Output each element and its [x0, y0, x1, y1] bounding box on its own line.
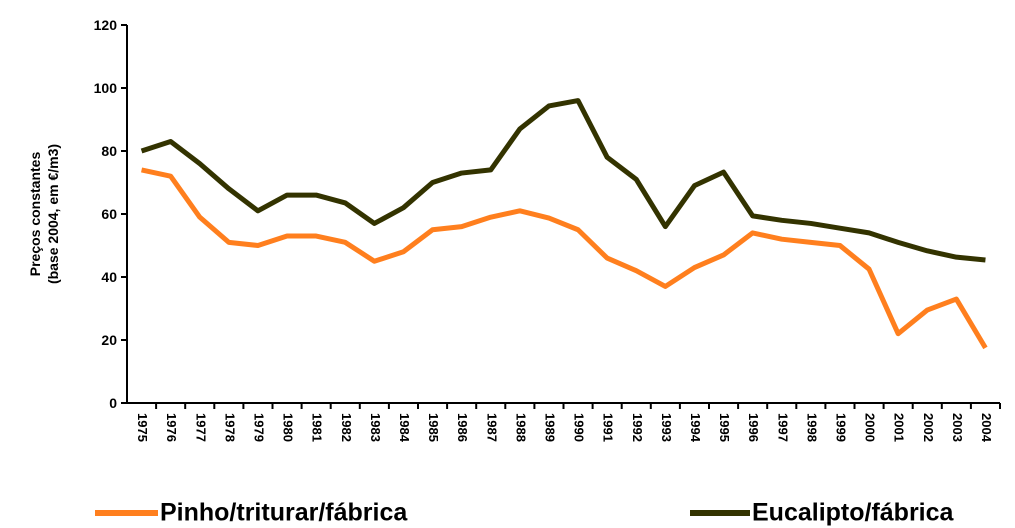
x-tick-label: 1985 — [426, 413, 441, 442]
x-tick-label: 2001 — [892, 413, 907, 442]
line-series — [140, 98, 986, 263]
x-tick-label: 1987 — [484, 413, 499, 442]
x-tick-label: 1982 — [339, 413, 354, 442]
x-tick-label: 1978 — [222, 413, 237, 442]
x-tick-label: 2000 — [863, 413, 878, 442]
x-tick-label: 1979 — [252, 413, 267, 442]
y-tick-label: 120 — [94, 17, 118, 33]
line-series — [141, 167, 988, 350]
legend-label: Eucalipto/fábrica — [752, 499, 955, 527]
x-tick-label: 2002 — [921, 413, 936, 442]
y-tick-label: 20 — [101, 332, 117, 348]
x-tick-label: 1988 — [513, 413, 528, 442]
x-tick-label: 1997 — [775, 413, 790, 442]
x-tick-label: 1999 — [834, 413, 849, 442]
x-tick-label: 1975 — [135, 413, 150, 442]
x-tick-label: 1984 — [397, 413, 412, 443]
x-tick-label: 1989 — [543, 413, 558, 442]
x-tick-label: 1996 — [746, 413, 761, 442]
x-tick-label: 1980 — [281, 413, 296, 442]
y-tick-label: 100 — [94, 80, 118, 96]
x-tick-label: 1976 — [164, 413, 179, 442]
legend-label: Pinho/triturar/fábrica — [160, 499, 408, 527]
y-tick-label: 40 — [101, 269, 117, 285]
y-axis-label: Preços constantes — [27, 152, 43, 277]
x-tick-label: 1983 — [368, 413, 383, 442]
x-tick-label: 1990 — [572, 413, 587, 442]
x-tick-label: 2003 — [950, 413, 965, 442]
x-tick-label: 1993 — [659, 413, 674, 442]
x-tick-label: 1986 — [455, 413, 470, 442]
x-tick-label: 2004 — [979, 413, 994, 443]
y-tick-label: 80 — [101, 143, 117, 159]
y-tick-label: 60 — [101, 206, 117, 222]
x-tick-label: 1981 — [310, 413, 325, 442]
x-tick-label: 1992 — [630, 413, 645, 442]
x-tick-label: 1994 — [688, 413, 703, 443]
x-tick-label: 1995 — [717, 413, 732, 442]
x-tick-label: 1991 — [601, 413, 616, 442]
x-tick-label: 1977 — [193, 413, 208, 442]
y-axis-label: (base 2004, em €/m3) — [45, 144, 61, 284]
x-tick-label: 1998 — [804, 413, 819, 442]
y-tick-label: 0 — [109, 395, 117, 411]
